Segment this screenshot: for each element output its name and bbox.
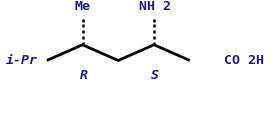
Text: R: R	[80, 68, 88, 82]
Text: NH 2: NH 2	[139, 0, 171, 13]
Text: i-Pr: i-Pr	[6, 54, 38, 67]
Text: Me: Me	[75, 0, 90, 13]
Text: S: S	[151, 68, 159, 82]
Text: CO 2H: CO 2H	[224, 54, 264, 67]
